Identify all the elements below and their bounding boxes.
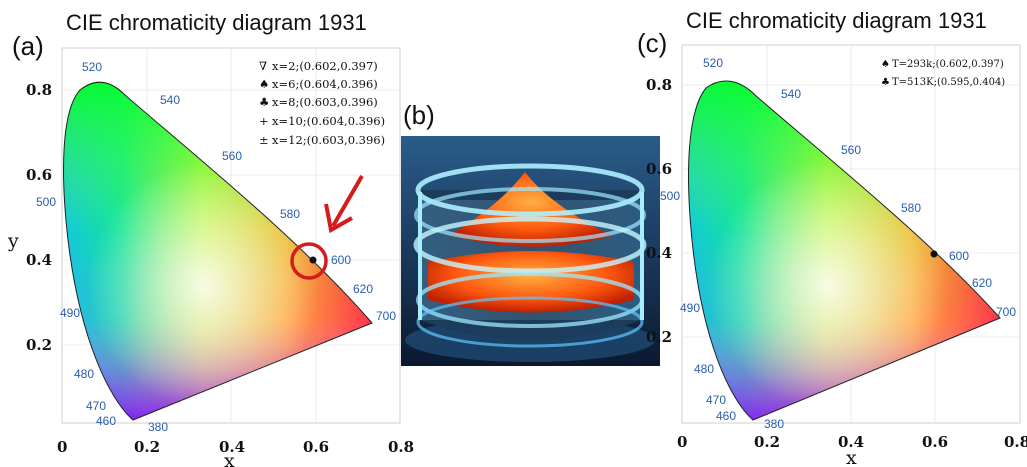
wl-c-470: 470: [706, 393, 726, 407]
panel-c-ytick-2: 0.6: [646, 160, 672, 178]
panel-c-xtick-0: 0: [677, 433, 687, 451]
wl-480: 480: [74, 367, 94, 381]
wl-460: 460: [96, 414, 116, 428]
panel-a-sample-marker: [309, 256, 317, 264]
panel-c-y-ticks: 0.2 0.4 0.6 0.8: [646, 76, 672, 346]
legend-a-entry-4: x=12;(0.603,0.396): [272, 133, 385, 147]
wl-c-540: 540: [781, 87, 801, 101]
panel-c-ytick-0: 0.2: [646, 328, 672, 346]
panel-a-red-arrow: [324, 174, 364, 234]
panel-a-legend: ∇ x=2;(0.602,0.397) ♠ x=6;(0.604,0.396) …: [259, 59, 385, 147]
legend-a-symbol-1: ♠: [259, 77, 269, 91]
wl-500: 500: [36, 195, 56, 209]
legend-a-symbol-2: ♣: [259, 95, 269, 109]
panel-a-ytick-0: 0.2: [26, 336, 52, 354]
panel-a-wavelength-labels: 380 460 470 480 490 500 520 540 560 580 …: [36, 60, 396, 434]
panel-a-xtick-1: 0.2: [134, 438, 160, 456]
panel-a-x-ticks: 0 0.2 0.4 0.6 0.8: [57, 438, 414, 456]
panel-a: (a) CIE chromaticity diagram 1931 380 46…: [7, 10, 414, 467]
panel-c-x-axis-label: x: [846, 447, 857, 467]
panel-c-ytick-1: 0.4: [646, 244, 672, 262]
wl-540: 540: [160, 93, 180, 107]
legend-a-symbol-4: ±: [259, 133, 269, 147]
legend-c-entry-0: T=293k;(0.602,0.397): [892, 59, 1004, 70]
wl-600: 600: [331, 253, 351, 267]
panel-a-y-ticks: 0.2 0.4 0.6 0.8: [26, 81, 52, 354]
wl-700: 700: [376, 309, 396, 323]
panel-c-xtick-1: 0.2: [754, 433, 780, 451]
panel-c-sample-marker: [930, 250, 938, 258]
panel-a-x-axis-label: x: [224, 450, 235, 467]
legend-a-symbol-0: ∇: [259, 59, 267, 73]
wl-c-460: 460: [716, 409, 736, 423]
panel-c-x-ticks: 0 0.2 0.4 0.6 0.8: [677, 433, 1027, 451]
legend-a-entry-2: x=8;(0.603,0.396): [272, 95, 378, 109]
legend-a-entry-3: x=10;(0.604,0.396): [272, 114, 385, 128]
wl-c-480: 480: [694, 362, 714, 376]
wl-c-580: 580: [901, 201, 921, 215]
panel-c-title: CIE chromaticity diagram 1931: [686, 8, 987, 33]
wl-c-700: 700: [996, 305, 1016, 319]
panel-c-xtick-4: 0.8: [1004, 433, 1027, 451]
panel-a-label: (a): [12, 31, 44, 61]
legend-c-symbol-0: ♠: [881, 59, 890, 70]
panel-a-xtick-4: 0.8: [388, 438, 414, 456]
panel-c-ytick-3: 0.8: [646, 76, 672, 94]
panel-a-ytick-2: 0.6: [26, 166, 52, 184]
wl-620: 620: [353, 282, 373, 296]
panel-a-spectral-locus: [63, 81, 373, 421]
panel-b: (b): [401, 100, 660, 366]
wl-380: 380: [148, 420, 168, 434]
panel-c-legend: ♠ T=293k;(0.602,0.397) ♣ T=513K;(0.595,0…: [881, 59, 1005, 88]
panel-b-label: (b): [403, 100, 435, 130]
panel-a-ytick-3: 0.8: [26, 81, 52, 99]
wl-520: 520: [82, 60, 102, 74]
wl-580: 580: [280, 207, 300, 221]
wl-c-500: 500: [660, 189, 680, 203]
panel-a-y-axis-label: y: [7, 230, 19, 252]
panel-a-xtick-3: 0.6: [303, 438, 329, 456]
panel-a-highlight-circle: [290, 242, 328, 280]
panel-a-xtick-2: 0.4: [219, 438, 245, 456]
legend-c-symbol-1: ♣: [881, 77, 890, 88]
wl-c-600: 600: [949, 249, 969, 263]
panel-c: (c) CIE chromaticity diagram 1931 380 46…: [637, 8, 1027, 467]
panel-c-xtick-3: 0.6: [922, 433, 948, 451]
panel-a-title: CIE chromaticity diagram 1931: [66, 10, 367, 35]
panel-b-photo-powder-jar: [401, 136, 660, 366]
legend-a-entry-0: x=2;(0.602,0.397): [272, 59, 378, 73]
wl-c-520: 520: [703, 56, 723, 70]
panel-c-wavelength-labels: 380 460 470 480 490 500 520 540 560 580 …: [660, 56, 1016, 431]
panel-a-ytick-1: 0.4: [26, 251, 52, 269]
wl-c-490: 490: [680, 301, 700, 315]
wl-c-620: 620: [972, 276, 992, 290]
wl-560: 560: [222, 149, 242, 163]
legend-a-entry-1: x=6;(0.604,0.396): [272, 77, 378, 91]
panel-a-xtick-0: 0: [57, 438, 67, 456]
panel-c-label: (c): [637, 28, 667, 58]
wl-c-560: 560: [841, 143, 861, 157]
panel-c-xtick-2: 0.4: [838, 433, 864, 451]
wl-c-380: 380: [764, 417, 784, 431]
wl-490: 490: [60, 306, 80, 320]
wl-470: 470: [86, 399, 106, 413]
panel-c-spectral-locus: [688, 80, 1001, 421]
legend-a-symbol-3: +: [259, 114, 269, 128]
legend-c-entry-1: T=513K;(0.595,0.404): [892, 77, 1005, 88]
